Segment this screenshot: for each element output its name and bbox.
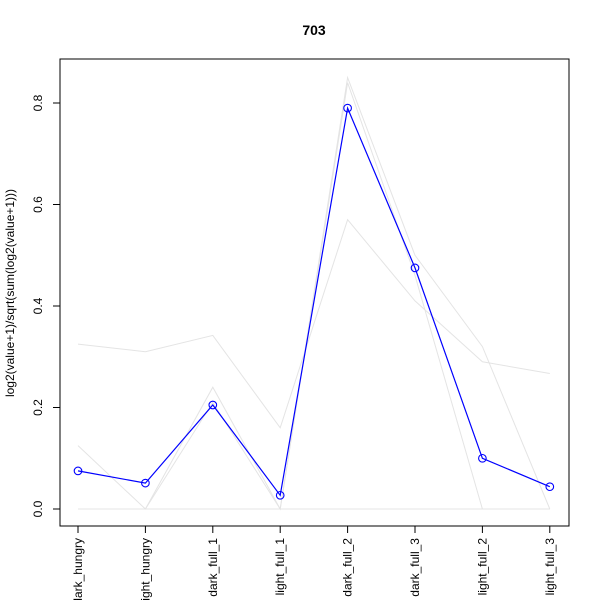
x-tick-label: dark_hungry [71,538,85,600]
x-tick-label: light_hungry [138,538,152,600]
x-tick-label: light_full_1 [273,538,287,596]
data-point-dark-hungry [73,466,83,476]
y-tick-label: 0.6 [31,196,45,213]
background-series-group [77,75,551,511]
x-tick-label: light_full_3 [543,538,557,596]
chart-title: 703 [302,22,326,38]
y-tick-label: 0.4 [31,297,45,314]
highlighted-series-group [73,103,555,500]
data-point-dark-full-3 [410,263,420,273]
data-point-light-hungry [141,478,150,488]
y-axis-label: log2(value+1)/sqrt(sum(log2(value+1))) [3,189,17,397]
x-tick-label: dark_full_1 [206,538,220,597]
data-point-light-full-1 [275,490,285,500]
y-tick-label: 0.0 [31,500,45,517]
y-tick-label: 0.8 [31,94,45,111]
data-point-light-full-3 [545,482,555,492]
plot-frame [59,58,570,527]
data-point-dark-full-1 [208,400,218,410]
y-tick-label: 0.2 [31,399,45,416]
background-series-line-3 [78,82,550,511]
background-series-line-1 [77,218,550,429]
data-point-light-full-2 [478,453,487,463]
series-line-highlighted [77,105,551,497]
data-point-dark-full-2 [343,103,352,113]
axes-group: 0.0 0.2 0.4 0.6 0.8 dark_hungry light_hungry da… [31,94,557,600]
x-tick-label: dark_full_3 [408,538,422,597]
x-tick-label: dark_full_2 [341,538,355,597]
x-tick-label: light_full_2 [475,538,489,596]
